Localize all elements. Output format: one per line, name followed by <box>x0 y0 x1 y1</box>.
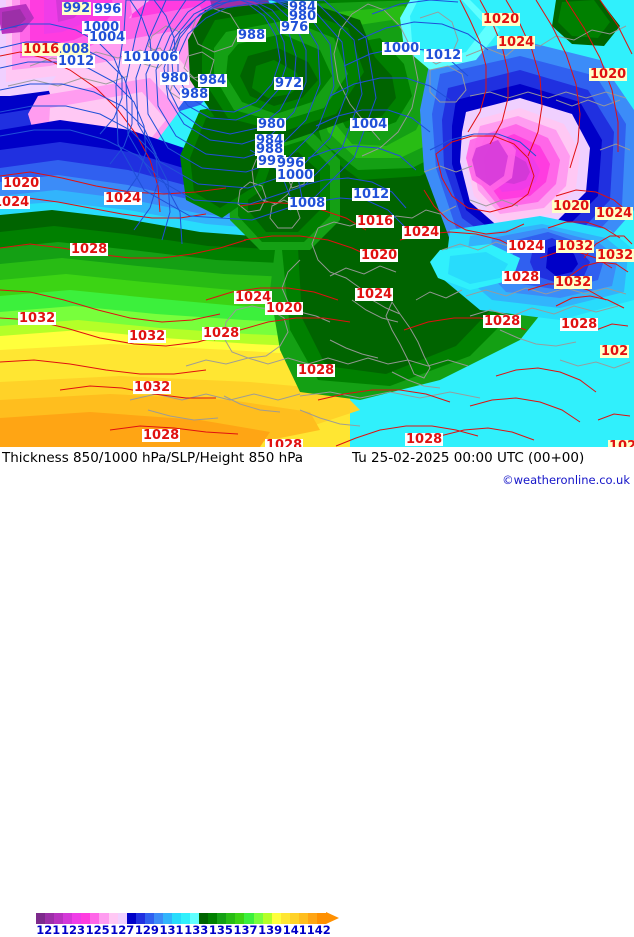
isohypse-label: 1004 <box>88 30 127 45</box>
isohypse-label: 992 <box>62 1 92 16</box>
isohypse-label: 1004 <box>350 117 389 132</box>
isobar-label: 1016 <box>22 42 61 57</box>
isobar-label: 1020 <box>482 12 521 27</box>
isohypse-label: 988 <box>255 142 285 157</box>
isobar-label: 1028 <box>560 317 599 332</box>
model-run-time: Tu 25-02-2025 00:00 UTC (00+00) <box>352 450 585 466</box>
isobar-label: 1020 <box>589 67 628 82</box>
colorbar-tick: 139 <box>258 923 283 937</box>
colorbar-ticks: 121 123 125 127 129 131 133 135 137 139 141 142 <box>36 923 336 937</box>
isobar-label: 102 <box>600 344 630 359</box>
isobar-label: 1032 <box>133 380 172 395</box>
isobar-label: 1032 <box>18 311 57 326</box>
colorbar-tick: 141 <box>282 923 307 937</box>
colorbar-tick: 127 <box>110 923 135 937</box>
isohypse-label: 1008 <box>288 196 327 211</box>
colorbar-tick: 133 <box>184 923 209 937</box>
isobar-label: 1020 <box>552 199 591 214</box>
isohypse-label: 1000 <box>382 41 421 56</box>
isobar-label: 1028 <box>297 363 336 378</box>
isobar-label: 1020 <box>265 301 304 316</box>
isobar-label: 1028 <box>405 432 444 447</box>
isohypse-label: 980 <box>288 9 318 24</box>
colorbar-tick: 129 <box>134 923 159 937</box>
colorbar-tick: 142 <box>306 923 331 937</box>
map-caption: Thickness 850/1000 hPa/SLP/Height 850 hP… <box>2 450 304 466</box>
isohypse-label: 988 <box>180 87 210 102</box>
isohypse-label: 1000 <box>82 20 121 35</box>
isohypse-label: 1006 <box>141 50 180 65</box>
isobar-label: 102 <box>608 440 634 447</box>
isobar-label: 1028 <box>483 314 522 329</box>
isobar-label: 1032 <box>596 248 634 263</box>
isohypse-label: 996 <box>93 2 123 17</box>
isobar-label: 1024 <box>497 35 536 50</box>
isobar-label: 1024 <box>402 225 441 240</box>
isobar-label: 1032 <box>556 239 595 254</box>
isohypse-label: 1012 <box>57 54 96 69</box>
isobar-label: 1024 <box>104 191 143 206</box>
isohypse-label: 1000 <box>276 168 315 183</box>
weather-map-canvas[interactable]: 992 996 1000 1004 1008 1012 1000 1006 98… <box>0 0 634 447</box>
isohypse-label: 1012 <box>352 187 391 202</box>
isobar-label: 1028 <box>502 270 541 285</box>
isobar-label: 1020 <box>2 176 41 191</box>
colorbar-tick: 121 <box>36 923 61 937</box>
isobar-label: 1020 <box>360 248 399 263</box>
isohypse-label: 988 <box>237 28 267 43</box>
isobar-label: 1016 <box>356 214 395 229</box>
map-svg <box>0 0 634 447</box>
isobar-label: 1032 <box>554 275 593 290</box>
colorbar-tick: 125 <box>85 923 110 937</box>
isohypse-label: 984 <box>198 73 228 88</box>
isobar-label: 1024 <box>507 239 546 254</box>
isohypse-label: 972 <box>274 76 304 91</box>
isohypse-label: 976 <box>280 20 310 35</box>
isobar-label: 1032 <box>128 329 167 344</box>
colorbar-tick: 135 <box>208 923 233 937</box>
copyright-credit: ©weatheronline.co.uk <box>502 473 630 487</box>
isohypse-label: 980 <box>257 117 287 132</box>
isobar-label: 1024 <box>0 196 31 209</box>
isobar-label: 1024 <box>595 206 634 221</box>
isohypse-label: 1012 <box>424 48 463 63</box>
isobar-label: 1028 <box>265 439 304 447</box>
isohypse-label: 1008 <box>52 42 91 57</box>
colorbar-tick: 123 <box>60 923 85 937</box>
isohypse-label: 996 <box>276 156 306 171</box>
colorbar-tick: 131 <box>159 923 184 937</box>
isohypse-label: 980 <box>160 71 190 86</box>
isobar-label: 1028 <box>142 428 181 443</box>
isobar-label: 1028 <box>202 326 241 341</box>
isobar-label: 1024 <box>234 290 273 305</box>
colorbar-tick: 137 <box>233 923 258 937</box>
isobar-label: 1024 <box>355 287 394 302</box>
isobar-label: 1028 <box>70 242 109 257</box>
map-footer: Thickness 850/1000 hPa/SLP/Height 850 hP… <box>0 447 634 937</box>
